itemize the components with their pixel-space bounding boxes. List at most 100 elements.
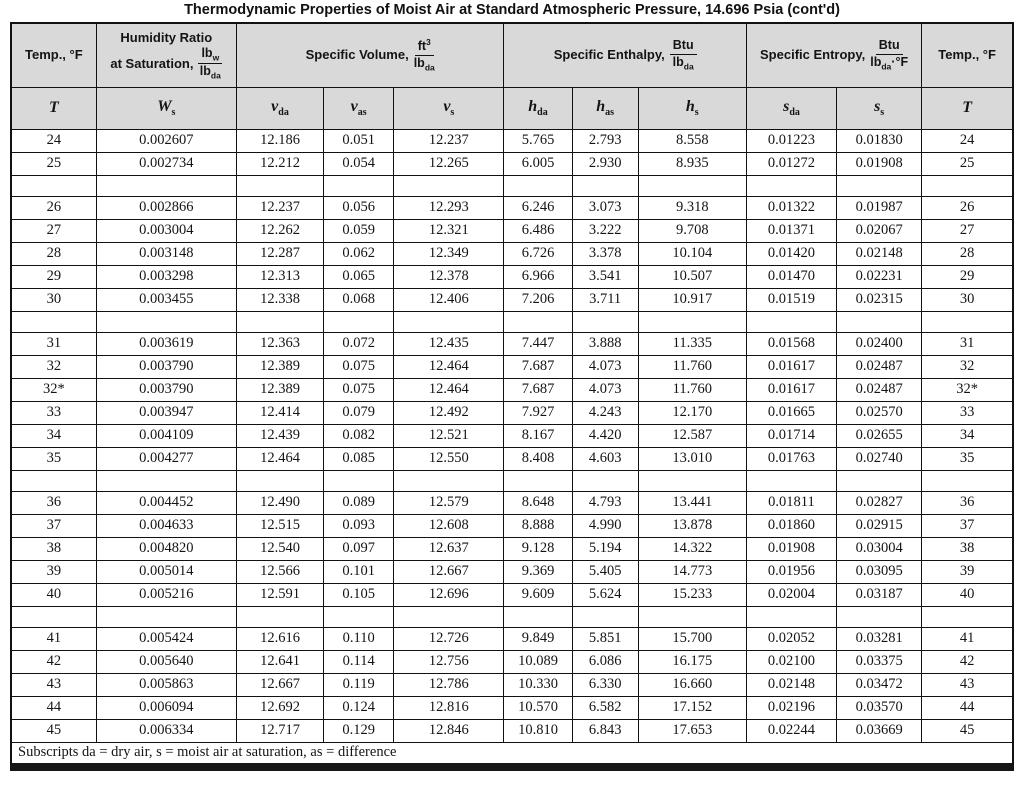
spacer-cell <box>745 310 838 333</box>
table-cell: 0.01714 <box>745 423 838 448</box>
table-cell: 33 <box>921 400 1014 425</box>
table-cell: 45 <box>10 718 97 743</box>
table-cell: 12.170 <box>637 400 747 425</box>
table-row: 36 0.004452 12.490 0.089 12.579 8.648 4.793 13.… <box>10 490 1014 515</box>
table-cell: 0.01956 <box>745 559 838 584</box>
table-cell: 0.003947 <box>95 400 237 425</box>
spacer-cell <box>921 310 1014 333</box>
spacer-cell <box>235 469 325 492</box>
table-cell: 31 <box>10 331 97 356</box>
table-cell: 12.265 <box>393 151 505 176</box>
header-temp-right: Temp., °F <box>921 22 1014 88</box>
table-cell: 3.711 <box>571 287 639 312</box>
table-row: 25 0.002734 12.212 0.054 12.265 6.005 2.930 8.9… <box>10 151 1014 176</box>
table-cell: 36 <box>10 490 97 515</box>
table-row: 45 0.006334 12.717 0.129 12.846 10.810 6.843 17… <box>10 718 1014 743</box>
table-cell: 0.085 <box>323 446 395 471</box>
table-cell: 10.570 <box>503 695 573 720</box>
table-cell: 5.765 <box>503 128 573 153</box>
table-cell: 41 <box>921 626 1014 651</box>
symbol-header-cell: Ws <box>95 86 237 130</box>
table-cell: 12.287 <box>235 241 325 266</box>
table-cell: 0.01223 <box>745 128 838 153</box>
symbol-header-cell: sda <box>745 86 838 130</box>
table-cell: 45 <box>921 718 1014 743</box>
table-cell: 0.02231 <box>836 264 923 289</box>
table-cell: 25 <box>921 151 1014 176</box>
table-cell: 12.237 <box>393 128 505 153</box>
table-cell: 8.167 <box>503 423 573 448</box>
spacer-cell <box>503 174 573 197</box>
header-humidity-ratio: Humidity Ratio at Saturation, lbw lbda <box>95 22 237 88</box>
table-cell: 12.667 <box>393 559 505 584</box>
table-cell: 4.073 <box>571 377 639 402</box>
header-specific-enthalpy: Specific Enthalpy, Btu lbda <box>503 22 747 88</box>
fraction-ft3-per-lbda: ft3 lbda <box>413 37 435 73</box>
spacer-cell <box>235 310 325 333</box>
table-cell: 4.420 <box>571 423 639 448</box>
spacer-cell <box>503 310 573 333</box>
table-row: 33 0.003947 12.414 0.079 12.492 7.927 4.243 12.… <box>10 400 1014 425</box>
table-cell: 12.237 <box>235 195 325 220</box>
table-cell: 13.010 <box>637 446 747 471</box>
table-cell: 15.700 <box>637 626 747 651</box>
table-cell: 0.02004 <box>745 582 838 607</box>
table-cell: 12.726 <box>393 626 505 651</box>
spacer-cell <box>921 605 1014 628</box>
table-cell: 28 <box>921 241 1014 266</box>
table-cell: 0.056 <box>323 195 395 220</box>
page-title: Thermodynamic Properties of Moist Air at… <box>184 2 840 18</box>
table-row: 32 0.003790 12.389 0.075 12.464 7.687 4.073 11.… <box>10 354 1014 379</box>
table-cell: 0.002866 <box>95 195 237 220</box>
table-cell: 7.206 <box>503 287 573 312</box>
table-cell: 0.072 <box>323 331 395 356</box>
table-cell: 12.550 <box>393 446 505 471</box>
table-cell: 12.816 <box>393 695 505 720</box>
table-cell: 0.004633 <box>95 513 237 538</box>
table-cell: 4.073 <box>571 354 639 379</box>
table-cell: 3.541 <box>571 264 639 289</box>
symbol-header-cell: ss <box>836 86 923 130</box>
spacer-cell <box>637 469 747 492</box>
table-cell: 12.540 <box>235 536 325 561</box>
table-cell: 0.059 <box>323 218 395 243</box>
spacer-cell <box>10 310 97 333</box>
spacer-cell <box>637 310 747 333</box>
table-cell: 3.222 <box>571 218 639 243</box>
table-cell: 0.01420 <box>745 241 838 266</box>
table-cell: 26 <box>921 195 1014 220</box>
spacer-cell <box>571 174 639 197</box>
symbol-header-cell: hda <box>503 86 573 130</box>
table-row: 39 0.005014 12.566 0.101 12.667 9.369 5.405 14.… <box>10 559 1014 584</box>
table-cell: 0.02315 <box>836 287 923 312</box>
table-cell: 16.660 <box>637 672 747 697</box>
symbol-header-cell: vs <box>393 86 505 130</box>
table-cell: 7.447 <box>503 331 573 356</box>
table-cell: 9.128 <box>503 536 573 561</box>
table-cell: 0.02655 <box>836 423 923 448</box>
table-cell: 0.02915 <box>836 513 923 538</box>
table-cell: 0.01617 <box>745 377 838 402</box>
spacer-cell <box>571 469 639 492</box>
spacer-cell <box>836 310 923 333</box>
table-cell: 33 <box>10 400 97 425</box>
table-cell: 2.793 <box>571 128 639 153</box>
spacer-cell <box>323 310 395 333</box>
table-row: 38 0.004820 12.540 0.097 12.637 9.128 5.194 14.… <box>10 536 1014 561</box>
table-cell: 32* <box>10 377 97 402</box>
table-cell: 0.079 <box>323 400 395 425</box>
table-cell: 2.930 <box>571 151 639 176</box>
table-cell: 11.335 <box>637 331 747 356</box>
table-cell: 0.004820 <box>95 536 237 561</box>
table-cell: 0.01763 <box>745 446 838 471</box>
table-row: 44 0.006094 12.692 0.124 12.816 10.570 6.582 17… <box>10 695 1014 720</box>
table-cell: 12.608 <box>393 513 505 538</box>
fraction-btu-per-lbda-degF: Btu lbda·°F <box>870 38 909 72</box>
symbol-header-cell: vas <box>323 86 395 130</box>
table-cell: 5.624 <box>571 582 639 607</box>
table-cell: 0.03570 <box>836 695 923 720</box>
table-cell: 0.119 <box>323 672 395 697</box>
table-cell: 0.006094 <box>95 695 237 720</box>
table-cell: 12.406 <box>393 287 505 312</box>
humidity-header-line2: at Saturation, lbw lbda <box>110 45 223 81</box>
